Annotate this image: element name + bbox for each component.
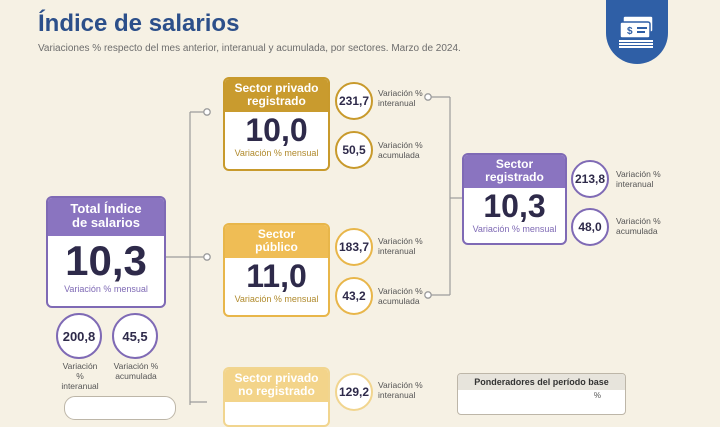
- publico-acumulada-label: Variación % acumulada: [378, 286, 423, 306]
- total-index-box: Total Índice de salarios 10,3 Variación %…: [46, 196, 166, 308]
- note-pill: [64, 396, 176, 420]
- badge: $: [606, 0, 668, 64]
- sector-privado-registrado-title: Sector privado registrado: [225, 79, 328, 113]
- sector-privado-registrado-value: 10,0: [245, 112, 308, 149]
- ponderadores-unit: %: [593, 391, 601, 400]
- sector-publico-caption: Variación % mensual: [234, 294, 319, 305]
- sector-privado-no-registrado-box: Sector privado no registrado: [223, 367, 330, 427]
- total-acumulada-circle: 45,5: [112, 313, 158, 359]
- page-title: Índice de salarios: [38, 10, 240, 37]
- sector-publico-box: Sector público 11,0 Variación % mensual: [223, 223, 330, 317]
- sector-privado-registrado-caption: Variación % mensual: [234, 148, 319, 159]
- connector-lines: [165, 93, 462, 405]
- publico-interanual-circle: 183,7: [335, 228, 373, 266]
- page-subtitle: Variaciones % respecto del mes anterior,…: [38, 43, 461, 54]
- no-registrado-interanual-circle: 129,2: [335, 373, 373, 411]
- sector-registrado-value: 10,3: [483, 188, 546, 225]
- total-interanual-label: Variación % interanual: [61, 361, 99, 391]
- registrado-acumulada-circle: 48,0: [571, 208, 609, 246]
- publico-interanual-label: Variación % interanual: [378, 236, 423, 256]
- money-bills-icon: $: [619, 15, 654, 48]
- publico-acumulada-circle: 43,2: [335, 277, 373, 315]
- total-acumulada-label: Variación % acumulada: [113, 361, 159, 381]
- total-index-title: Total Índice de salarios: [48, 198, 164, 236]
- total-index-value: 10,3: [65, 236, 147, 284]
- privado-interanual-label: Variación % interanual: [378, 88, 423, 108]
- sector-publico-title: Sector público: [225, 225, 328, 259]
- sector-privado-registrado-box: Sector privado registrado 10,0 Variación …: [223, 77, 330, 171]
- registrado-interanual-label: Variación % interanual: [616, 169, 661, 189]
- privado-acumulada-label: Variación % acumulada: [378, 140, 423, 160]
- registrado-interanual-circle: 213,8: [571, 160, 609, 198]
- no-registrado-interanual-label: Variación % interanual: [378, 380, 423, 400]
- sector-registrado-box: Sector registrado 10,3 Variación % mensua…: [462, 153, 567, 245]
- sector-registrado-caption: Variación % mensual: [472, 224, 557, 235]
- privado-acumulada-circle: 50,5: [335, 131, 373, 169]
- sector-publico-value: 11,0: [246, 258, 307, 295]
- sector-registrado-title: Sector registrado: [464, 155, 565, 189]
- total-index-caption: Variación % mensual: [64, 283, 148, 294]
- sector-privado-no-registrado-title: Sector privado no registrado: [225, 369, 328, 403]
- privado-interanual-circle: 231,7: [335, 82, 373, 120]
- registrado-acumulada-label: Variación % acumulada: [616, 216, 661, 236]
- ponderadores-title: Ponderadores del período base: [458, 374, 625, 390]
- total-interanual-circle: 200,8: [56, 313, 102, 359]
- svg-text:$: $: [627, 26, 633, 37]
- ponderadores-table: Ponderadores del período base %: [457, 373, 626, 415]
